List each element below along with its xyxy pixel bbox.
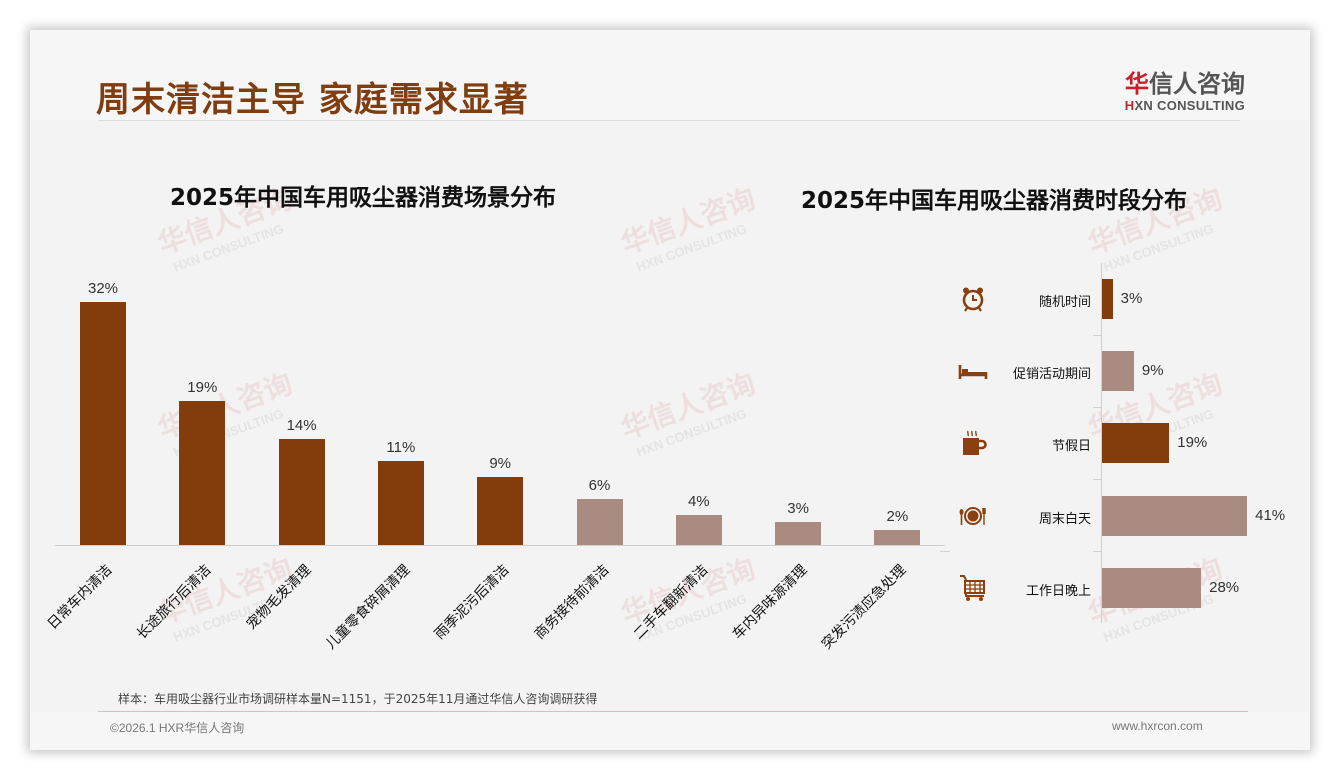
logo-en-rest: XN CONSULTING bbox=[1134, 98, 1245, 113]
axis-tick bbox=[1093, 335, 1101, 336]
logo-cn: 华信人咨询 bbox=[1110, 64, 1245, 99]
title-divider bbox=[98, 120, 1240, 121]
x-axis-line bbox=[55, 545, 945, 546]
y-category-label: 周末白天 bbox=[1038, 511, 1091, 527]
bar bbox=[179, 400, 226, 545]
bar bbox=[1102, 567, 1202, 608]
logo-cn-accent: 华 bbox=[1125, 70, 1149, 98]
logo-en: HXN CONSULTING bbox=[1110, 98, 1245, 113]
y-category-label: 促销活动期间 bbox=[1012, 367, 1091, 383]
bar-value-label: 32% bbox=[87, 279, 119, 297]
bar-value-label: 2% bbox=[886, 507, 909, 525]
bar-value-label: 4% bbox=[687, 492, 710, 510]
y-category-label: 节假日 bbox=[1051, 439, 1091, 455]
alarm-clock-icon bbox=[958, 284, 988, 314]
bar bbox=[874, 529, 921, 545]
shopping-cart-icon bbox=[958, 573, 988, 603]
bar bbox=[1102, 351, 1134, 392]
sample-note: 样本：车用吸尘器行业市场调研样本量N=1151，于2025年11月通过华信人咨询… bbox=[118, 692, 598, 706]
bar-value-label: 6% bbox=[588, 477, 611, 495]
bar bbox=[477, 476, 524, 545]
bar bbox=[576, 499, 623, 545]
header-band bbox=[30, 30, 1310, 120]
bar bbox=[1102, 423, 1170, 464]
period-chart-title: 2025年中国车用吸尘器消费时段分布 bbox=[801, 188, 1188, 214]
brand-logo: 华信人咨询 HXN CONSULTING bbox=[1110, 64, 1245, 113]
axis-tick bbox=[1093, 407, 1101, 408]
bar-value-label: 28% bbox=[1209, 578, 1240, 596]
footer-band bbox=[30, 712, 1310, 750]
website-link[interactable]: www.hxrcon.com bbox=[1112, 719, 1203, 733]
bar-value-label: 9% bbox=[1141, 362, 1164, 380]
axis-tick bbox=[1093, 551, 1101, 552]
bar-value-label: 9% bbox=[489, 454, 512, 472]
bar bbox=[675, 514, 722, 545]
axis-tick bbox=[1093, 479, 1101, 480]
y-axis-line bbox=[1101, 263, 1102, 623]
slide: 周末清洁主导 家庭需求显著 华信人咨询 HXN CONSULTING 华信人咨询… bbox=[30, 30, 1310, 750]
bar bbox=[80, 301, 126, 545]
bar bbox=[377, 461, 424, 545]
bar-value-label: 41% bbox=[1255, 506, 1286, 524]
bar-value-label: 3% bbox=[1120, 290, 1143, 307]
footer-divider bbox=[98, 711, 1248, 712]
scene-chart-title: 2025年中国车用吸尘器消费场景分布 bbox=[170, 185, 557, 211]
y-category-label: 工作日晚上 bbox=[1025, 583, 1091, 599]
logo-cn-rest: 信人咨询 bbox=[1149, 70, 1245, 98]
page-title: 周末清洁主导 家庭需求显著 bbox=[96, 80, 529, 120]
plate-cutlery-icon bbox=[958, 501, 988, 531]
bar-value-label: 14% bbox=[286, 416, 317, 434]
bar-value-label: 19% bbox=[1177, 434, 1208, 452]
bar bbox=[278, 438, 325, 545]
bar-value-label: 19% bbox=[187, 378, 218, 396]
bar bbox=[1102, 495, 1248, 536]
y-category-label: 随机时间 bbox=[1038, 295, 1091, 310]
axis-tick-left bbox=[940, 551, 950, 552]
logo-en-accent: H bbox=[1124, 98, 1135, 113]
bar bbox=[775, 522, 822, 545]
coffee-mug-icon bbox=[958, 428, 988, 458]
bar bbox=[1102, 279, 1113, 319]
bar-value-label: 11% bbox=[386, 439, 416, 457]
bar-value-label: 3% bbox=[787, 500, 809, 518]
bed-icon bbox=[958, 356, 988, 386]
copyright: ©2026.1 HXR华信人咨询 bbox=[110, 721, 245, 735]
